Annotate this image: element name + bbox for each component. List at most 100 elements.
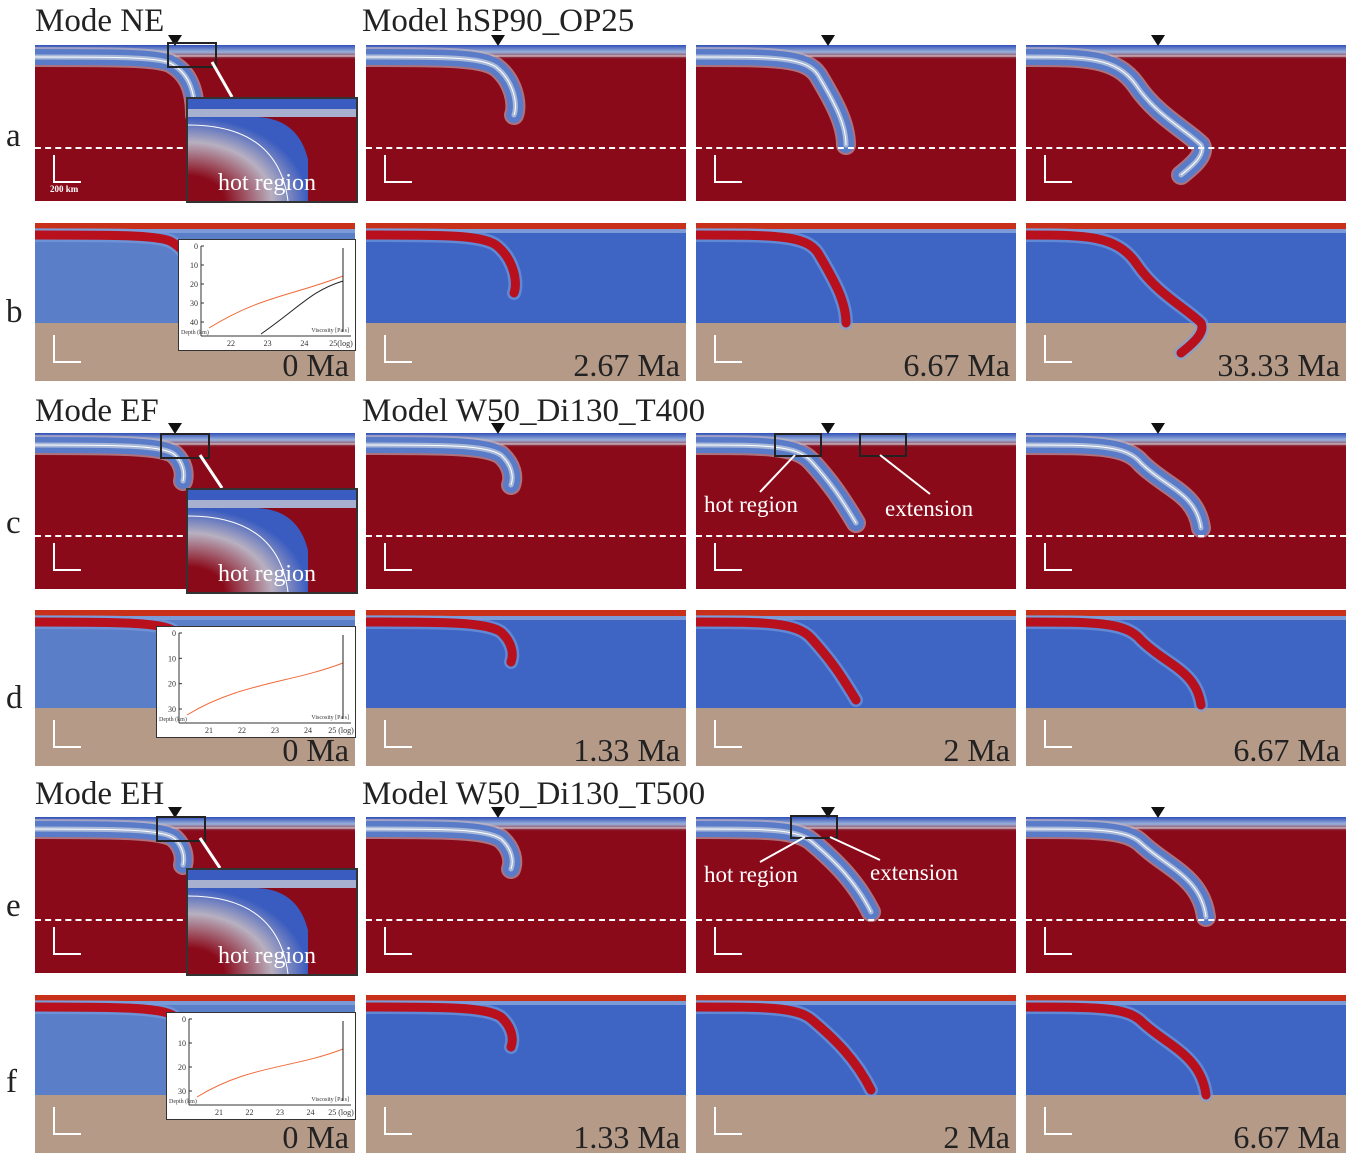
time-label-b-1: 0 Ma xyxy=(282,347,349,381)
scale-bar-b-3 xyxy=(714,335,742,363)
viscosity-depth-graph-f: 0 10 20 30 21 22 23 24 25 (log) Depth (km) Viscosi… xyxy=(166,1012,356,1120)
temperature-panel-e-2 xyxy=(366,817,686,973)
extension-label-c3: extension xyxy=(885,496,974,521)
viscosity-panel-b-2: 2.67 Ma xyxy=(366,223,686,381)
scale-bar-c-1 xyxy=(53,543,81,571)
viscosity-depth-graph-b: 0 10 20 30 40 22 23 24 25(log) Depth (km) Viscosit… xyxy=(178,239,356,351)
trench-marker-e-3 xyxy=(821,807,835,818)
box-extension-c3 xyxy=(859,433,907,457)
scale-bar-d-2 xyxy=(384,720,412,748)
dashed-line-e-3 xyxy=(696,919,1016,921)
trench-marker-a-1 xyxy=(168,35,182,46)
time-label-f-4: 6.67 Ma xyxy=(1233,1119,1340,1153)
row-label-c: c xyxy=(6,505,21,541)
scale-bar-c-4 xyxy=(1044,543,1072,571)
scale-bar-e-1 xyxy=(53,927,81,955)
scale-bar-e-3 xyxy=(714,927,742,955)
svg-text:25 (log): 25 (log) xyxy=(328,1108,354,1117)
svg-text:30: 30 xyxy=(168,705,176,714)
hot-region-label-e3: hot region xyxy=(704,862,798,887)
svg-text:23: 23 xyxy=(264,339,272,348)
svg-text:10: 10 xyxy=(190,261,198,270)
scale-bar-b-2 xyxy=(384,335,412,363)
dashed-line-c-4 xyxy=(1026,535,1346,537)
temperature-panel-c-3 xyxy=(696,433,1016,589)
viscosity-panel-f-2: 1.33 Ma xyxy=(366,995,686,1153)
mode-ne-title: Mode NE xyxy=(35,3,165,39)
scale-bar-c-3 xyxy=(714,543,742,571)
time-label-d-3: 2 Ma xyxy=(943,732,1010,766)
model-ne-title: Model hSP90_OP25 xyxy=(362,3,635,39)
scale-bar-c-2 xyxy=(384,543,412,571)
svg-text:30: 30 xyxy=(178,1087,186,1096)
dashed-line-c-2 xyxy=(366,535,686,537)
trench-marker-a-2 xyxy=(491,35,505,46)
trench-marker-e-2 xyxy=(491,807,505,818)
zoom-inset-3: hot region xyxy=(186,868,358,976)
svg-text:24: 24 xyxy=(304,726,312,735)
temperature-panel-c-2 xyxy=(366,433,686,589)
dashed-line-c-3 xyxy=(696,535,1016,537)
viscosity-panel-b-3: 6.67 Ma xyxy=(696,223,1016,381)
temperature-panel-a-3 xyxy=(696,45,1016,201)
svg-text:22: 22 xyxy=(238,726,246,735)
svg-text:Viscosity [Pa s]: Viscosity [Pa s] xyxy=(311,328,349,334)
time-label-b-4: 33.33 Ma xyxy=(1217,347,1340,381)
svg-text:30: 30 xyxy=(190,299,198,308)
svg-text:22: 22 xyxy=(227,339,235,348)
trench-marker-c-4 xyxy=(1151,423,1165,434)
scale-bar-b-4 xyxy=(1044,335,1072,363)
svg-text:20: 20 xyxy=(178,1063,186,1072)
zoom-box-2 xyxy=(160,433,210,459)
scale-bar-a-3 xyxy=(714,155,742,183)
temperature-panel-a-2 xyxy=(366,45,686,201)
scale-bar-d-4 xyxy=(1044,720,1072,748)
scale-bar-f-4 xyxy=(1044,1107,1072,1135)
box-hot-region-e3 xyxy=(790,815,838,839)
time-label-f-1: 0 Ma xyxy=(282,1119,349,1153)
scale-bar-e-4 xyxy=(1044,927,1072,955)
temperature-panel-c-4 xyxy=(1026,433,1346,589)
extension-label-e3: extension xyxy=(870,860,959,885)
svg-text:22: 22 xyxy=(246,1108,254,1117)
row-label-a: a xyxy=(6,118,21,154)
svg-text:40: 40 xyxy=(190,318,198,327)
dashed-line-e-2 xyxy=(366,919,686,921)
model-ef-title: Model W50_Di130_T400 xyxy=(362,393,706,429)
scale-bar-a-2 xyxy=(384,155,412,183)
trench-marker-e-4 xyxy=(1151,807,1165,818)
row-label-e: e xyxy=(6,888,21,924)
svg-text:23: 23 xyxy=(271,726,279,735)
time-label-f-3: 2 Ma xyxy=(943,1119,1010,1153)
zoom-box-3 xyxy=(156,816,206,842)
scale-bar-text: 200 km xyxy=(50,184,79,194)
svg-text:20: 20 xyxy=(168,680,176,689)
time-label-f-2: 1.33 Ma xyxy=(573,1119,680,1153)
scale-bar-f-3 xyxy=(714,1107,742,1135)
hot-region-label-c3: hot region xyxy=(704,492,798,517)
zoom-inset-1: hot region xyxy=(186,97,358,203)
svg-text:23: 23 xyxy=(276,1108,284,1117)
viscosity-panel-f-4: 6.67 Ma xyxy=(1026,995,1346,1153)
svg-text:20: 20 xyxy=(190,280,198,289)
viscosity-panel-d-3: 2 Ma xyxy=(696,610,1016,766)
scale-bar-a-4 xyxy=(1044,155,1072,183)
svg-text:25(log): 25(log) xyxy=(329,339,353,348)
svg-text:Depth (km): Depth (km) xyxy=(159,716,187,723)
svg-text:10: 10 xyxy=(168,654,176,663)
viscosity-panel-f-3: 2 Ma xyxy=(696,995,1016,1153)
time-label-b-3: 6.67 Ma xyxy=(903,347,1010,381)
temperature-panel-a-4 xyxy=(1026,45,1346,201)
hot-region-label-inset-3: hot region xyxy=(218,943,316,969)
box-hot-region-c3 xyxy=(774,433,822,457)
scale-bar-b-1 xyxy=(53,335,81,363)
svg-text:Viscosity [Pa s]: Viscosity [Pa s] xyxy=(311,715,349,721)
svg-text:21: 21 xyxy=(215,1108,223,1117)
row-label-f: f xyxy=(6,1064,17,1100)
trench-marker-a-4 xyxy=(1151,35,1165,46)
dashed-line-a-4 xyxy=(1026,147,1346,149)
svg-text:21: 21 xyxy=(205,726,213,735)
trench-marker-c-1 xyxy=(168,423,182,434)
svg-text:0: 0 xyxy=(194,242,198,251)
svg-text:Depth (km): Depth (km) xyxy=(169,1098,197,1105)
